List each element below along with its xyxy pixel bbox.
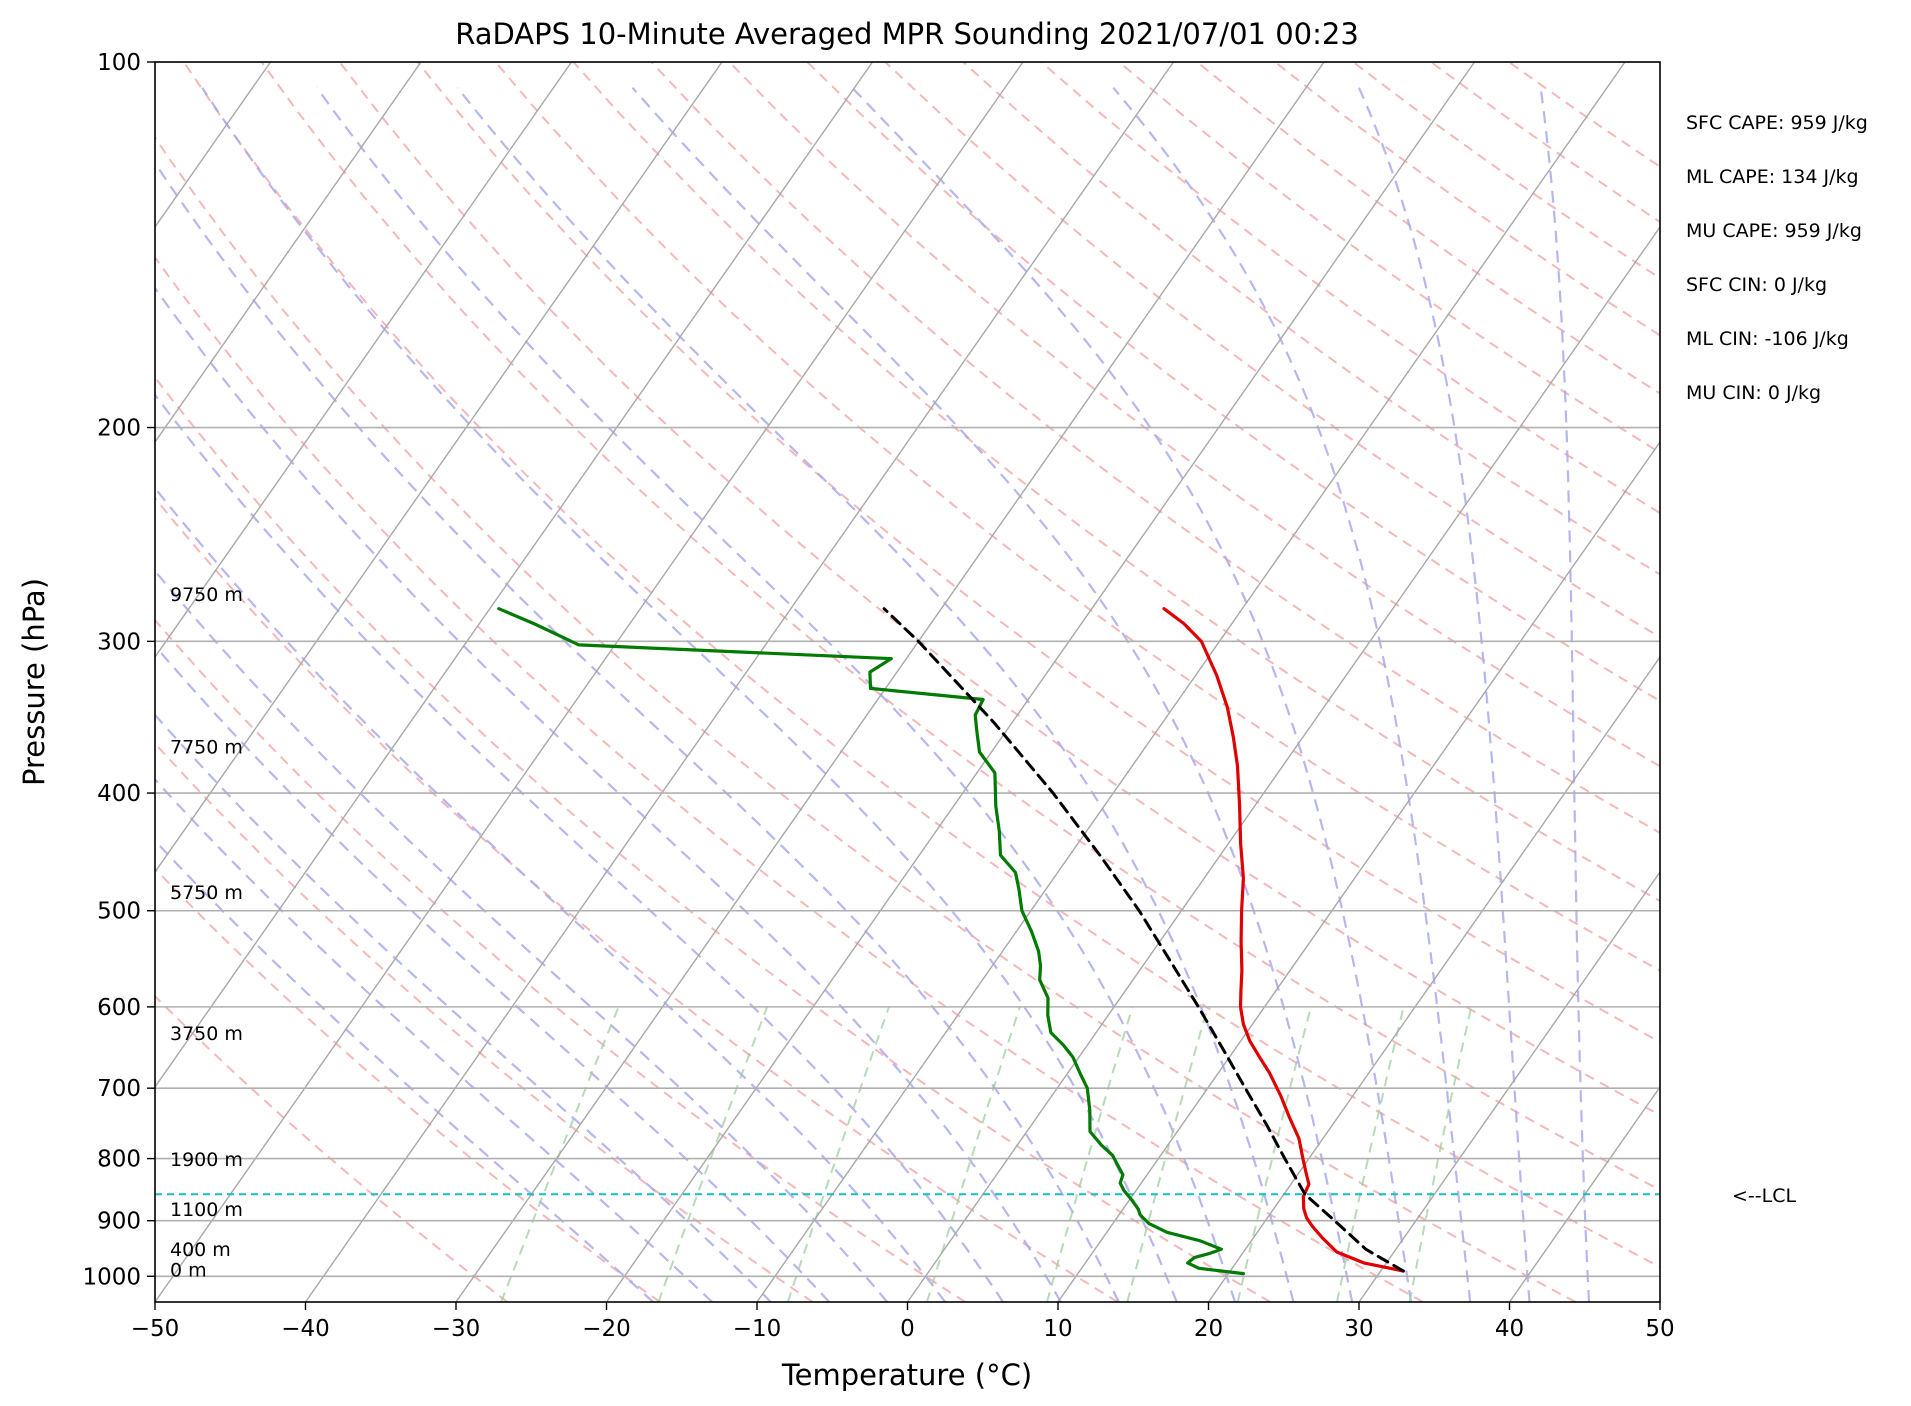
x-axis: −50 −40 −30 −20 −10 0 10 20 30 40 50 <box>131 1302 1675 1342</box>
dry-adiabat <box>416 62 1660 1044</box>
x-tick-label: 50 <box>1645 1316 1674 1342</box>
isotherm-line <box>756 62 1626 1302</box>
dry-adiabat <box>155 994 509 1302</box>
height-label: 400 m <box>170 1239 231 1261</box>
moist-adiabat <box>155 713 772 1302</box>
lcl-label: <--LCL <box>1732 1185 1796 1207</box>
mixing-ratio-line <box>1408 1006 1473 1302</box>
stats-panel: SFC CAPE: 959 J/kg ML CAPE: 134 J/kg MU CA… <box>1686 112 1868 404</box>
y-tick-label: 200 <box>97 416 141 442</box>
height-label: 1900 m <box>170 1149 243 1171</box>
x-tick-label: 0 <box>900 1316 915 1342</box>
x-tick-label: −50 <box>131 1316 180 1342</box>
stat-line: SFC CIN: 0 J/kg <box>1686 274 1827 296</box>
y-tick-label: 900 <box>97 1209 141 1235</box>
height-label: 5750 m <box>170 882 243 904</box>
isotherm-line <box>155 62 723 874</box>
x-tick-label: 30 <box>1344 1316 1373 1342</box>
y-tick-label: 1000 <box>82 1264 141 1290</box>
y-tick-label: 400 <box>97 781 141 807</box>
mixing-ratio-line <box>1046 1006 1134 1302</box>
y-axis: 1000 900 800 700 600 500 400 300 200 100 <box>82 50 155 1290</box>
mixing-ratio-line <box>1236 1006 1312 1302</box>
height-label: 0 m <box>170 1259 207 1281</box>
mixing-ratio-line <box>657 1006 769 1302</box>
moist-adiabat <box>155 569 889 1302</box>
pressure-grid <box>155 62 1660 1278</box>
isotherm-line <box>304 62 1175 1302</box>
y-tick-label: 300 <box>97 629 141 655</box>
dry-adiabat <box>260 62 1660 1192</box>
dry-adiabat <box>155 867 661 1302</box>
isotherm-line <box>1057 440 1660 1302</box>
stat-line: MU CAPE: 959 J/kg <box>1686 220 1862 242</box>
moist-adiabat <box>1357 87 1531 1302</box>
dry-adiabat <box>338 62 1660 1117</box>
stat-line: ML CIN: -106 J/kg <box>1686 328 1849 350</box>
isotherm-line <box>455 62 1325 1302</box>
height-label: 1100 m <box>170 1199 243 1221</box>
x-tick-label: −40 <box>281 1316 330 1342</box>
moist-adiabat <box>155 393 1004 1302</box>
isotherm-line <box>1358 870 1660 1302</box>
y-tick-label: 100 <box>97 50 141 76</box>
x-axis-label: Temperature (°C) <box>781 1358 1032 1392</box>
isotherm-line <box>155 62 874 1089</box>
moist-adiabat <box>1112 86 1472 1302</box>
x-tick-label: −10 <box>733 1316 782 1342</box>
x-tick-label: 40 <box>1495 1316 1524 1342</box>
height-label: 7750 m <box>170 736 243 758</box>
height-label: 9750 m <box>170 584 243 606</box>
dry-adiabat <box>155 496 1119 1302</box>
y-tick-label: 600 <box>97 995 141 1021</box>
stat-line: SFC CAPE: 959 J/kg <box>1686 112 1868 134</box>
isotherm-line <box>155 62 1024 1302</box>
dry-adiabat <box>806 62 1660 703</box>
isotherm-line <box>155 62 573 659</box>
dry-adiabat <box>572 62 1660 903</box>
moist-adiabat <box>155 161 1120 1302</box>
background-lines <box>155 62 1660 1302</box>
mixing-ratio-line <box>925 1006 1021 1302</box>
dry-adiabat <box>155 375 1271 1302</box>
x-tick-label: 10 <box>1043 1316 1072 1342</box>
moist-adiabat <box>315 87 1237 1302</box>
y-tick-label: 500 <box>97 899 141 925</box>
height-label: 3750 m <box>170 1023 243 1045</box>
mixing-ratio-line <box>1336 1006 1405 1302</box>
moist-adiabat <box>155 286 1062 1302</box>
moist-adiabat <box>631 86 1354 1302</box>
mixing-ratio-line <box>786 1006 890 1302</box>
dry-adiabat <box>155 255 1424 1302</box>
mixing-ratio-line <box>1126 1006 1209 1302</box>
y-tick-label: 700 <box>97 1076 141 1102</box>
isotherm-line <box>906 225 1660 1302</box>
parcel-profile-line <box>882 607 1405 1273</box>
isotherm-line <box>1508 1085 1660 1302</box>
moist-adiabat <box>155 839 654 1302</box>
x-tick-label: 20 <box>1194 1316 1223 1342</box>
stat-line: ML CAPE: 134 J/kg <box>1686 166 1859 188</box>
moist-adiabat <box>851 86 1413 1302</box>
x-tick-label: −20 <box>582 1316 631 1342</box>
y-tick-label: 800 <box>97 1147 141 1173</box>
x-tick-label: −30 <box>432 1316 481 1342</box>
y-axis-label: Pressure (hPa) <box>17 578 51 786</box>
dry-adiabat <box>155 618 966 1302</box>
series-group <box>497 607 1405 1276</box>
moist-adiabat <box>456 87 1295 1302</box>
moist-adiabat <box>155 486 947 1302</box>
isotherm-line <box>605 62 1476 1302</box>
isotherm-line <box>155 62 422 444</box>
dewpoint-line <box>497 607 1245 1276</box>
temperature-line <box>1162 607 1405 1273</box>
stat-line: MU CIN: 0 J/kg <box>1686 382 1821 404</box>
isotherm-line <box>1207 655 1660 1302</box>
chart-title: RaDAPS 10-Minute Averaged MPR Sounding 2… <box>455 17 1359 51</box>
mixing-ratio-line <box>500 1006 620 1302</box>
moist-adiabat <box>155 777 713 1302</box>
